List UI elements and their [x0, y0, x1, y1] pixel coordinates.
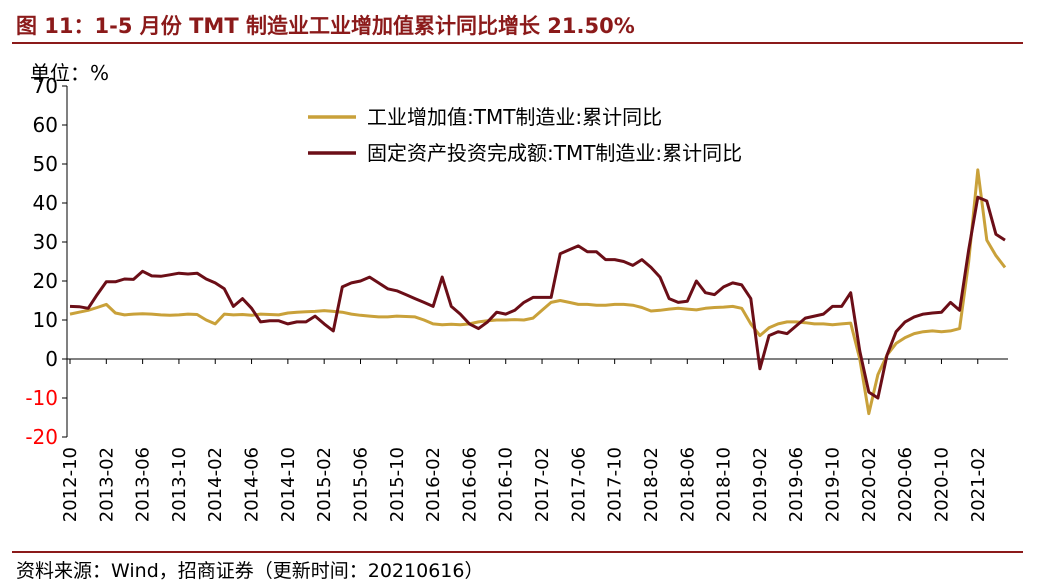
x-tick-label: 2016-02 [423, 447, 444, 522]
x-tick-label: 2018-10 [714, 447, 735, 522]
y-tick-label: 70 [33, 74, 58, 98]
y-tick-label: 10 [33, 308, 58, 332]
x-tick-label: 2020-06 [895, 447, 916, 522]
x-tick-label: 2014-02 [205, 447, 226, 522]
x-tick-label: 2020-10 [931, 447, 952, 522]
title-divider [12, 42, 1023, 44]
source-divider [12, 551, 1023, 553]
source-note: 资料来源：Wind，招商证券（更新时间：20210616） [16, 560, 484, 582]
x-tick-label: 2018-06 [677, 447, 698, 522]
x-tick-label: 2017-10 [605, 447, 626, 522]
x-tick-label: 2014-06 [242, 447, 263, 522]
x-tick-label: 2019-02 [750, 447, 771, 522]
legend-label-2: 固定资产投资完成额:TMT制造业:累计同比 [367, 141, 742, 165]
x-tick-label: 2016-06 [459, 447, 480, 522]
x-tick-label: 2014-10 [278, 447, 299, 522]
x-tick-label: 2017-06 [568, 447, 589, 522]
y-tick-label: 0 [45, 347, 58, 371]
x-tick-label: 2015-10 [387, 447, 408, 522]
x-tick-label: 2016-10 [496, 447, 517, 522]
chart-axes: -20 -10 0 10 20 30 40 50 60 70 2012-10 2013-02 2013-… [25, 74, 1008, 522]
y-tick-label: 40 [33, 191, 58, 215]
x-tick-label: 2013-10 [169, 447, 190, 522]
x-tick-label: 2019-10 [823, 447, 844, 522]
x-tick-label: 2015-02 [314, 447, 335, 522]
figure-title: 图 11：1-5 月份 TMT 制造业工业增加值累计同比增长 21.50% [16, 14, 635, 38]
y-tick-label: -10 [25, 386, 58, 410]
y-tick-label: 60 [33, 113, 58, 137]
chart-lines [69, 168, 1007, 416]
y-tick-label: 50 [33, 152, 58, 176]
series-line-2 [69, 195, 1006, 400]
y-tick-label: -20 [25, 425, 58, 449]
x-tick-label: 2012-10 [60, 447, 81, 522]
x-tick-label: 2020-02 [859, 447, 880, 522]
x-tick-label: 2021-02 [968, 447, 989, 522]
x-tick-label: 2017-02 [532, 447, 553, 522]
unit-label: 单位：% [30, 61, 109, 85]
x-tick-label: 2013-02 [96, 447, 117, 522]
y-tick-label: 30 [33, 230, 58, 254]
x-tick-label: 2015-06 [350, 447, 371, 522]
legend-label-1: 工业增加值:TMT制造业:累计同比 [367, 105, 662, 129]
x-tick-label: 2019-06 [786, 447, 807, 522]
series-line-1 [69, 168, 1007, 416]
y-tick-label: 20 [33, 269, 58, 293]
x-tick-label: 2018-02 [641, 447, 662, 522]
x-tick-label: 2013-06 [133, 447, 154, 522]
